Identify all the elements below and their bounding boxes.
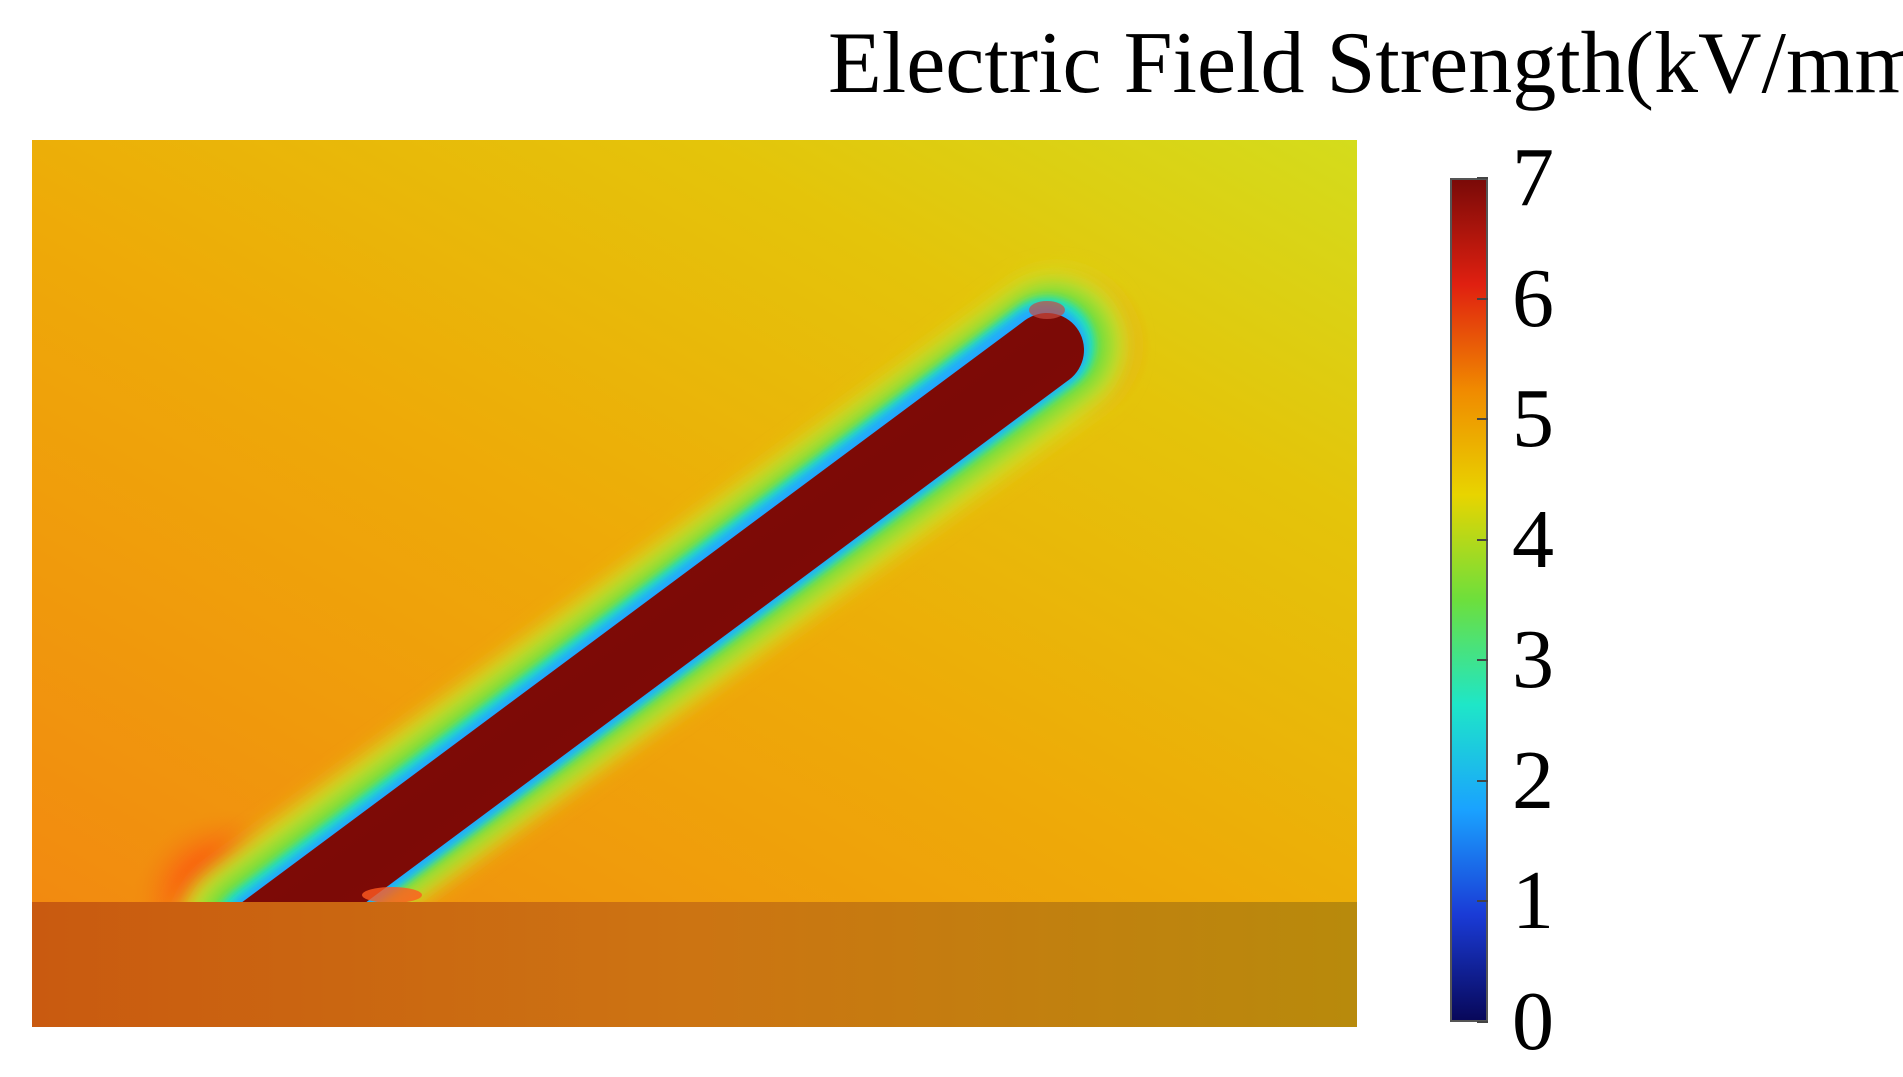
field-strength-plot (32, 140, 1357, 1027)
colorbar-tick-label: 0 (1512, 975, 1554, 1068)
ground-region (32, 902, 1357, 1027)
colorbar-tick-mark (1477, 779, 1488, 782)
colorbar-tick-label: 2 (1512, 733, 1554, 827)
colorbar-tick-mark (1477, 418, 1488, 421)
colorbar-title: Electric Field Strength(kV/mm) (828, 15, 1903, 112)
colorbar-tick-mark (1477, 1021, 1488, 1023)
colorbar-tick-label: 3 (1512, 613, 1554, 707)
colorbar-tick-label: 4 (1512, 492, 1554, 586)
colorbar-tick-mark (1477, 177, 1488, 179)
colorbar-tick-mark (1477, 297, 1488, 300)
colorbar-tick-label: 6 (1512, 251, 1554, 345)
colorbar-tick-label: 1 (1512, 854, 1554, 948)
colorbar-tick-mark (1477, 659, 1488, 662)
colorbar-tick-mark (1477, 538, 1488, 541)
colorbar (1450, 178, 1488, 1022)
colorbar-tick-mark (1477, 900, 1488, 903)
conductor-rod (242, 313, 1084, 902)
colorbar-tick-label: 7 (1512, 131, 1554, 224)
colorbar-tick-label: 5 (1512, 372, 1554, 466)
